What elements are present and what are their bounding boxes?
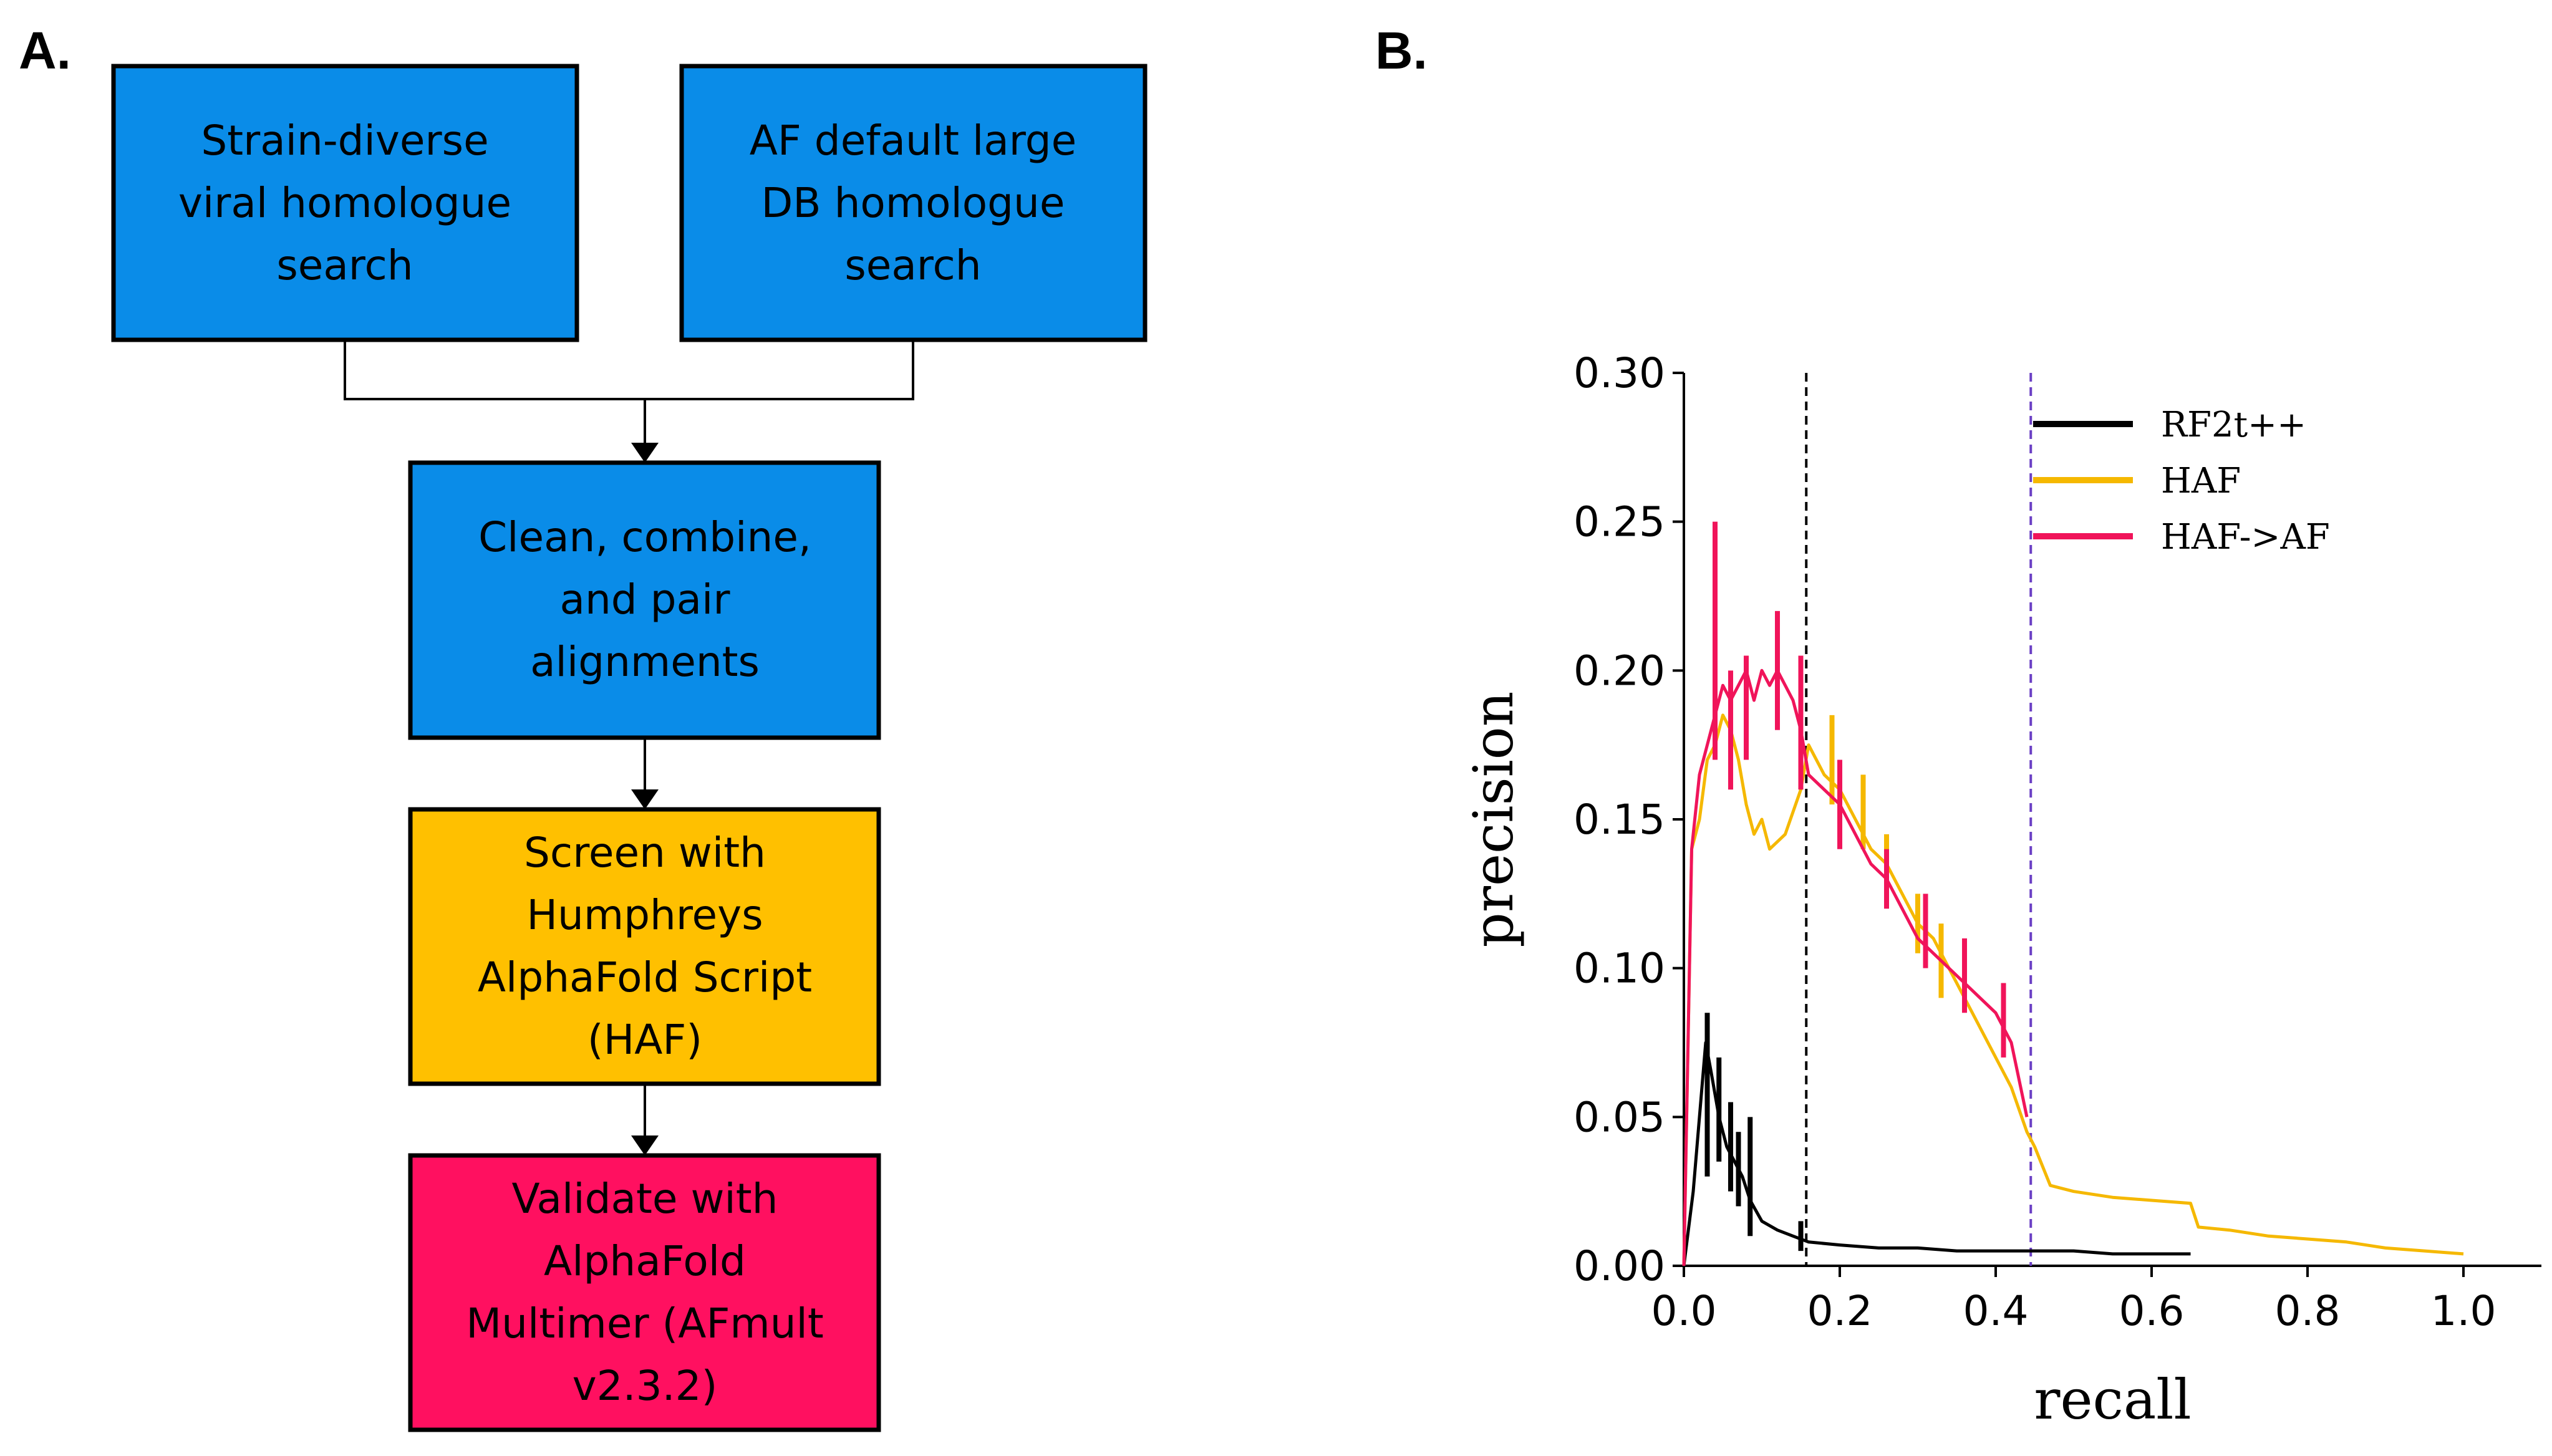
x-tick-label: 0.2 [1807,1287,1873,1335]
series-line-haf-af [1682,668,2029,1266]
y-tick-label: 0.30 [1573,349,1665,397]
y-tick-label: 0.10 [1573,945,1665,993]
y-tick-label: 0.05 [1573,1093,1665,1141]
box-text-line: Clean, combine, [478,513,811,561]
box-text-line: viral homologue [178,179,511,227]
y-tick-label: 0.20 [1573,647,1665,695]
strain-search-label: Strain-diverse viral homologue search [178,117,511,289]
y-axis-label: precision [1461,692,1525,948]
legend-label: RF2t++ [2161,405,2306,445]
y-tick-label: 0.25 [1573,498,1665,546]
panel-a-label: A. [19,21,71,80]
flowchart: Strain-diverse viral homologue search AF d… [111,64,1148,1432]
box-text-line: and pair [560,576,731,624]
af-default-search-box [679,64,1148,342]
strain-search-box [111,64,579,342]
box-text-line: DB homologue [761,179,1065,227]
screen-haf-label: Screen with Humphreys AlphaFold Script (HAF… [478,829,812,1064]
series-line-rf2t [1682,1041,2191,1266]
clean-combine-label: Clean, combine, and pair alignments [478,513,811,686]
box-text-line: alignments [530,638,760,686]
connectors [344,340,914,1138]
arrowhead-validate [631,1135,659,1155]
box-text-line: AlphaFold Script [478,953,812,1001]
connector-merge [344,340,914,400]
clean-combine-box [408,460,881,740]
box-text-line: Validate with [512,1175,778,1223]
pr-chart: 0.00 0.05 0.10 0.15 0.20 0.25 0.30 0.0 0.2 0.4 0.6… [1461,349,2541,1432]
x-tick-label: 0.8 [2275,1287,2341,1335]
box-text-line: v2.3.2) [573,1362,718,1410]
panel-b-label: B. [1375,21,1428,80]
box-text-line: Multimer (AFmult [466,1299,824,1348]
box-text-line: Humphreys [526,891,763,939]
arrowhead-screen [631,789,659,809]
legend-label: HAF [2161,461,2241,501]
validate-afmult-box [408,1153,881,1432]
box-text-line: Screen with [524,829,766,877]
screen-haf-box [408,807,881,1086]
box-text-line: search [844,241,981,289]
x-axis-label: recall [2034,1367,2191,1432]
series-line-haf [1682,713,2464,1266]
box-text-line: Strain-diverse [201,117,488,165]
box-text-line: search [276,241,413,289]
legend-label: HAF->AF [2161,517,2330,557]
af-default-search-label: AF default large DB homologue search [750,117,1077,289]
arrowheads [631,443,659,1155]
box-text-line: (HAF) [587,1016,702,1064]
box-text-line: AF default large [750,117,1077,165]
x-tick-label: 0.6 [2119,1287,2185,1335]
x-tick-label: 1.0 [2431,1287,2496,1335]
arrowhead-clean [631,443,659,463]
validate-afmult-label: Validate with AlphaFold Multimer (AFmult v2… [466,1175,824,1410]
box-text-line: AlphaFold [544,1237,746,1285]
x-tick-label: 0.4 [1963,1287,2029,1335]
y-tick-label: 0.15 [1573,796,1665,844]
y-tick-label: 0.00 [1573,1242,1665,1290]
x-tick-label: 0.0 [1651,1287,1717,1335]
